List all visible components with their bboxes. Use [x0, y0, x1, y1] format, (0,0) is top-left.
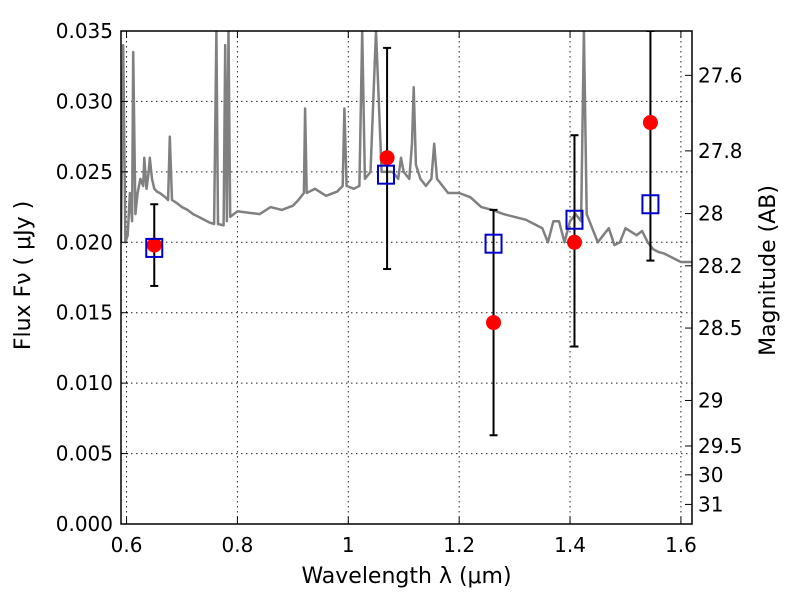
magnitude-tick-label: 27.8 [698, 139, 743, 163]
magnitude-tick-label: 28.2 [698, 254, 743, 278]
model-square [484, 233, 503, 254]
grid [121, 30, 692, 525]
y-tick-label: 0.035 [56, 19, 113, 43]
right-axis-title: Magnitude (AB) [756, 185, 781, 356]
observed-point [642, 115, 658, 131]
ticks [121, 30, 692, 525]
x-tick-labels: 0.6 0.8 1 1.2 1.4 1.6 [111, 533, 697, 557]
x-tick-label: 0.6 [111, 533, 143, 557]
x-tick-label: 0.8 [222, 533, 254, 557]
magnitude-tick-label: 29 [698, 388, 723, 412]
y-tick-label: 0.020 [56, 230, 113, 254]
x-tick-label: 1 [342, 533, 355, 557]
magnitude-tick-label: 31 [698, 492, 723, 516]
observed-point [146, 237, 162, 253]
y-tick-label: 0.025 [56, 160, 113, 184]
observed-point [486, 315, 502, 331]
y-tick-label: 0.005 [56, 442, 113, 466]
spectrum-line [121, 31, 692, 264]
model-square [376, 164, 395, 185]
model-square [145, 237, 164, 258]
magnitude-tick-label: 29.5 [698, 434, 743, 458]
magnitude-tick-label: 28.5 [698, 316, 743, 340]
y-tick-label: 0.030 [56, 89, 113, 113]
model-square [565, 209, 584, 230]
magnitude-tick-label: 30 [698, 463, 723, 487]
y-tick-label: 0.000 [56, 512, 113, 536]
x-tick-label: 1.2 [443, 533, 475, 557]
observed-point [379, 150, 395, 166]
y-axis-title: Flux Fν ( μJy ) [11, 201, 36, 350]
spectrum [121, 31, 692, 264]
y-tick-label: 0.015 [56, 301, 113, 325]
x-axis-title: Wavelength λ (μm) [301, 564, 511, 589]
observed-points [146, 115, 658, 331]
x-tick-label: 1.6 [665, 533, 697, 557]
y-tick-label: 0.010 [56, 371, 113, 395]
plot-frame [120, 30, 693, 525]
magnitude-tick-label: 27.6 [698, 63, 743, 87]
magnitude-tick-label: 28 [698, 202, 723, 226]
observed-point [566, 234, 582, 250]
model-square [641, 194, 660, 215]
x-tick-label: 1.4 [554, 533, 586, 557]
magnitude-tick-labels: 27.6 27.8 28 28.2 28.5 29 29.5 30 31 [698, 63, 743, 516]
model-squares [145, 164, 660, 258]
y-tick-labels: 0.000 0.005 0.010 0.015 0.020 0.025 0.030 0.035 [56, 19, 113, 536]
